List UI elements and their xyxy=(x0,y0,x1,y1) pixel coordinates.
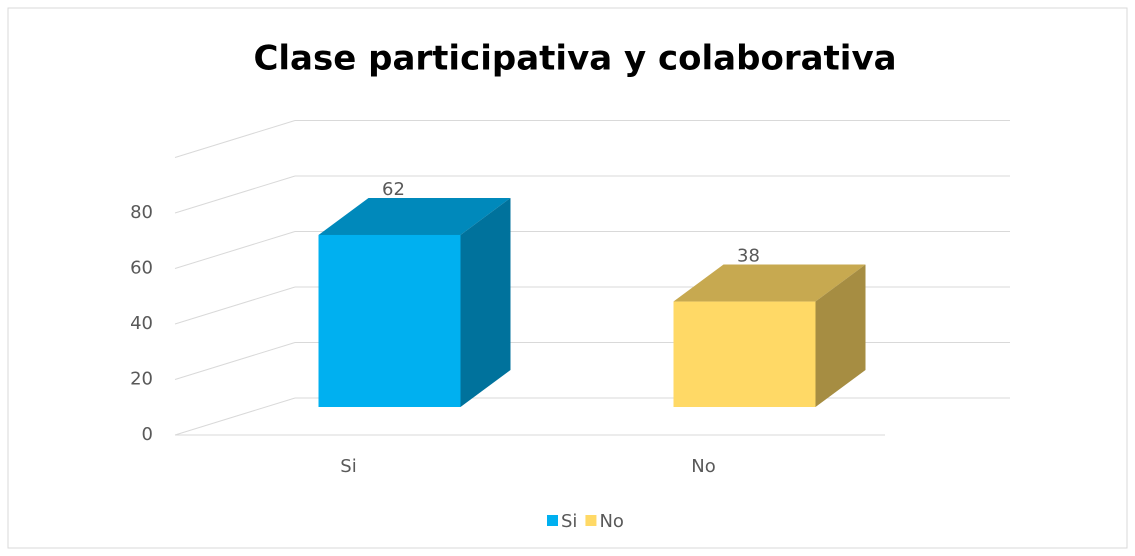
legend-swatch xyxy=(585,515,597,526)
grid-line xyxy=(174,397,296,436)
legend-label: Si xyxy=(561,511,577,532)
bar-top xyxy=(318,197,511,235)
bar-side xyxy=(460,197,511,407)
y-tick-label: 80 xyxy=(130,202,153,223)
y-tick-label: 40 xyxy=(130,313,153,334)
grid-line xyxy=(174,175,296,214)
x-tick-label: No xyxy=(691,456,715,477)
value-label: 62 xyxy=(382,179,405,200)
legend-label: No xyxy=(599,511,623,532)
y-tick-label: 20 xyxy=(130,369,153,390)
bar-side xyxy=(815,264,866,407)
value-label: 38 xyxy=(737,246,760,267)
bar xyxy=(673,301,816,407)
chart-title: Clase participativa y colaborativa xyxy=(253,39,896,79)
y-tick-label: 60 xyxy=(130,258,153,279)
wall-edge xyxy=(174,120,296,158)
x-tick-label: Si xyxy=(340,456,356,477)
y-tick-label: 0 xyxy=(142,424,153,445)
grid-line xyxy=(174,342,296,380)
grid-line xyxy=(174,286,296,325)
bar-top xyxy=(673,264,866,302)
legend-swatch xyxy=(547,515,558,526)
chart-border xyxy=(7,7,1128,549)
bar xyxy=(318,234,461,407)
grid-line xyxy=(174,231,296,269)
